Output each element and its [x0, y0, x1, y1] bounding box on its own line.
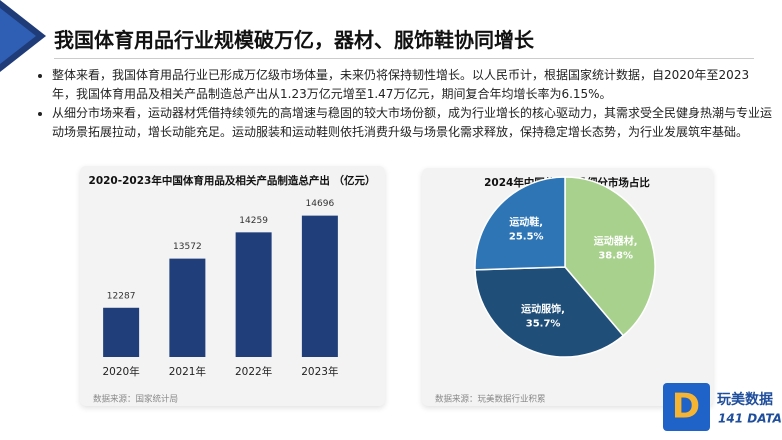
logo-sub: 141 DATA [718, 412, 782, 426]
data-label: 14259 [239, 216, 268, 226]
data-label: 25.5% [509, 231, 544, 242]
data-label: 13572 [173, 242, 202, 252]
x-tick-label: 2022年 [235, 365, 272, 378]
slice-label: 运动服饰, [521, 302, 565, 315]
slice-label: 运动器材, [594, 234, 638, 247]
pie-slice [474, 266, 625, 358]
x-tick-label: 2020年 [103, 365, 140, 378]
bullet-list: 整体来看，我国体育用品行业已形成万亿级市场体量，未来仍将保持韧性增长。以人民币计… [34, 66, 772, 142]
bar [103, 307, 140, 357]
data-label: 12287 [107, 291, 136, 301]
pie-slice [474, 176, 566, 271]
bar [235, 232, 272, 357]
corner-decor [0, 8, 36, 64]
logo-box [663, 383, 710, 431]
source-note: 数据来源：玩美数据行业积累 [435, 394, 546, 405]
logo-name: 玩美数据 [717, 391, 773, 408]
data-label: 14696 [306, 199, 335, 209]
x-tick-label: 2023年 [301, 365, 338, 378]
chart-title: 2020-2023年中国体育用品及相关产品制造总产出 （亿元） [89, 174, 376, 187]
page-title: 我国体育用品行业规模破万亿，器材、服饰鞋协同增长 [54, 28, 534, 52]
data-label: 38.8% [598, 250, 633, 261]
slice-label: 运动鞋, [509, 215, 543, 228]
pie-slice [564, 176, 656, 337]
x-tick-label: 2021年 [169, 365, 206, 378]
bar [301, 215, 338, 357]
divider [54, 58, 754, 59]
data-label: 35.7% [526, 318, 561, 329]
bar [169, 258, 206, 357]
source-note: 数据来源：国家统计局 [93, 394, 178, 405]
logo-letter: D [672, 387, 700, 427]
bullet: 从细分市场来看，运动器材凭借持续领先的高增速与稳固的较大市场份额，成为行业增长的… [52, 104, 772, 141]
bullet: 整体来看，我国体育用品行业已形成万亿级市场体量，未来仍将保持韧性增长。以人民币计… [52, 66, 772, 103]
